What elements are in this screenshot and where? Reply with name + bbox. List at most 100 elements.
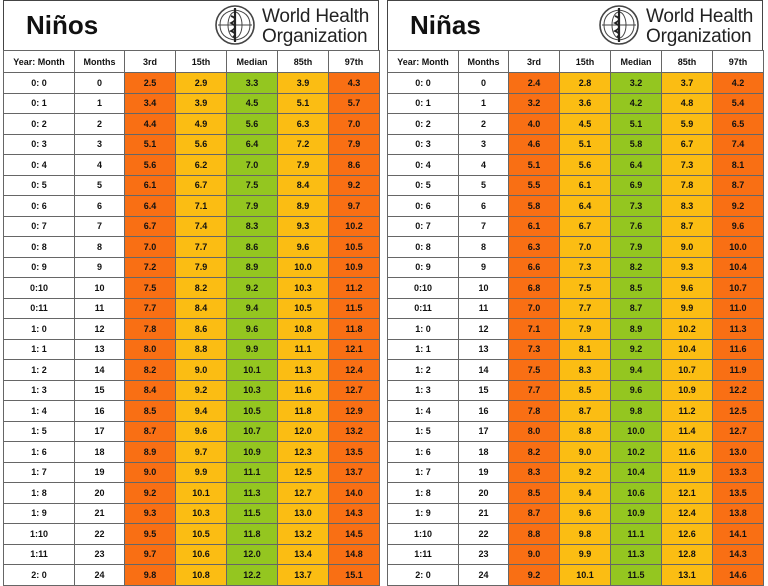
cell-85th: 11.4 bbox=[661, 420, 713, 442]
cell-median: 7.6 bbox=[610, 215, 662, 237]
table-row: 0: 2 2 4.4 4.9 5.6 6.3 7.0 bbox=[3, 113, 380, 135]
cell-months: 17 bbox=[458, 420, 509, 442]
cell-year-month: 0: 6 bbox=[387, 195, 459, 217]
cell-year-month: 0: 9 bbox=[3, 256, 75, 278]
cell-3rd: 7.8 bbox=[124, 318, 176, 340]
table-row: 0: 6 6 5.8 6.4 7.3 8.3 9.2 bbox=[387, 195, 764, 217]
cell-3rd: 5.5 bbox=[508, 174, 560, 196]
cell-months: 10 bbox=[458, 277, 509, 299]
cell-97th: 13.3 bbox=[712, 461, 764, 483]
cell-year-month: 1: 4 bbox=[387, 400, 459, 422]
cell-97th: 13.5 bbox=[712, 482, 764, 504]
cell-months: 5 bbox=[74, 174, 125, 196]
cell-85th: 13.0 bbox=[277, 502, 329, 524]
cell-15th: 10.1 bbox=[175, 482, 227, 504]
cell-median: 10.6 bbox=[610, 482, 662, 504]
cell-97th: 12.2 bbox=[712, 379, 764, 401]
cell-15th: 8.5 bbox=[559, 379, 611, 401]
table-row: 1:11 23 9.0 9.9 11.3 12.8 14.3 bbox=[387, 543, 764, 565]
cell-97th: 11.0 bbox=[712, 297, 764, 319]
cell-median: 5.8 bbox=[610, 133, 662, 155]
cell-year-month: 1: 9 bbox=[387, 502, 459, 524]
girls-title: Niñas bbox=[410, 10, 481, 40]
cell-3rd: 2.5 bbox=[124, 72, 176, 94]
cell-median: 4.5 bbox=[226, 92, 278, 114]
cell-97th: 13.8 bbox=[712, 502, 764, 524]
cell-85th: 9.6 bbox=[661, 277, 713, 299]
cell-15th: 7.9 bbox=[175, 256, 227, 278]
cell-97th: 12.5 bbox=[712, 400, 764, 422]
table-row: 0: 0 0 2.5 2.9 3.3 3.9 4.3 bbox=[3, 72, 380, 94]
cell-3rd: 8.0 bbox=[124, 338, 176, 360]
cell-3rd: 4.6 bbox=[508, 133, 560, 155]
cell-97th: 8.6 bbox=[328, 154, 380, 176]
cell-3rd: 2.4 bbox=[508, 72, 560, 94]
cell-15th: 7.0 bbox=[559, 236, 611, 258]
cell-year-month: 0: 4 bbox=[3, 154, 75, 176]
cell-15th: 10.8 bbox=[175, 564, 227, 586]
cell-85th: 7.3 bbox=[661, 154, 713, 176]
cell-median: 8.9 bbox=[610, 318, 662, 340]
cell-85th: 7.8 bbox=[661, 174, 713, 196]
cell-year-month: 1: 7 bbox=[3, 461, 75, 483]
cell-months: 0 bbox=[74, 72, 125, 94]
cell-85th: 12.4 bbox=[661, 502, 713, 524]
cell-97th: 14.8 bbox=[328, 543, 380, 565]
cell-15th: 2.9 bbox=[175, 72, 227, 94]
cell-months: 9 bbox=[74, 256, 125, 278]
table-row: 1: 6 18 8.2 9.0 10.2 11.6 13.0 bbox=[387, 441, 764, 463]
cell-year-month: 1: 5 bbox=[387, 420, 459, 442]
cell-months: 23 bbox=[458, 543, 509, 565]
cell-year-month: 1: 0 bbox=[387, 318, 459, 340]
cell-15th: 7.9 bbox=[559, 318, 611, 340]
cell-3rd: 8.7 bbox=[508, 502, 560, 524]
cell-15th: 6.1 bbox=[559, 174, 611, 196]
cell-97th: 10.4 bbox=[712, 256, 764, 278]
cell-median: 9.6 bbox=[226, 318, 278, 340]
cell-15th: 5.6 bbox=[559, 154, 611, 176]
cell-year-month: 1: 8 bbox=[3, 482, 75, 504]
cell-15th: 5.1 bbox=[559, 133, 611, 155]
cell-97th: 10.0 bbox=[712, 236, 764, 258]
cell-3rd: 5.8 bbox=[508, 195, 560, 217]
cell-15th: 4.9 bbox=[175, 113, 227, 135]
cell-3rd: 4.4 bbox=[124, 113, 176, 135]
table-row: 1: 9 21 9.3 10.3 11.5 13.0 14.3 bbox=[3, 502, 380, 524]
cell-median: 8.7 bbox=[610, 297, 662, 319]
cell-months: 11 bbox=[458, 297, 509, 319]
table-row: 1: 6 18 8.9 9.7 10.9 12.3 13.5 bbox=[3, 441, 380, 463]
cell-15th: 6.7 bbox=[559, 215, 611, 237]
cell-85th: 10.0 bbox=[277, 256, 329, 278]
table-row: 0: 8 8 7.0 7.7 8.6 9.6 10.5 bbox=[3, 236, 380, 258]
cell-months: 13 bbox=[74, 338, 125, 360]
table-row: 0: 3 3 5.1 5.6 6.4 7.2 7.9 bbox=[3, 133, 380, 155]
table-row: 1:10 22 8.8 9.8 11.1 12.6 14.1 bbox=[387, 523, 764, 545]
cell-85th: 8.9 bbox=[277, 195, 329, 217]
cell-year-month: 0: 3 bbox=[387, 133, 459, 155]
cell-median: 7.9 bbox=[610, 236, 662, 258]
cell-year-month: 0: 9 bbox=[387, 256, 459, 278]
cell-months: 18 bbox=[458, 441, 509, 463]
col-header-97th: 97th bbox=[712, 50, 764, 73]
cell-97th: 14.0 bbox=[328, 482, 380, 504]
cell-85th: 6.3 bbox=[277, 113, 329, 135]
table-row: 0:11 11 7.0 7.7 8.7 9.9 11.0 bbox=[387, 297, 764, 319]
table-row: 1: 3 15 7.7 8.5 9.6 10.9 12.2 bbox=[387, 379, 764, 401]
cell-97th: 15.1 bbox=[328, 564, 380, 586]
cell-months: 22 bbox=[458, 523, 509, 545]
cell-97th: 9.2 bbox=[712, 195, 764, 217]
cell-median: 11.3 bbox=[226, 482, 278, 504]
cell-85th: 12.0 bbox=[277, 420, 329, 442]
col-header-months: Months bbox=[458, 50, 509, 73]
cell-15th: 9.0 bbox=[175, 359, 227, 381]
cell-year-month: 0: 2 bbox=[387, 113, 459, 135]
col-header-median: Median bbox=[610, 50, 662, 73]
cell-97th: 14.3 bbox=[328, 502, 380, 524]
cell-15th: 2.8 bbox=[559, 72, 611, 94]
table-row: 1: 9 21 8.7 9.6 10.9 12.4 13.8 bbox=[387, 502, 764, 524]
table-header-row: Year: Month Months 3rd 15th Median 85th … bbox=[3, 50, 380, 73]
cell-97th: 11.6 bbox=[712, 338, 764, 360]
cell-median: 11.3 bbox=[610, 543, 662, 565]
cell-months: 9 bbox=[458, 256, 509, 278]
who-emblem-icon bbox=[215, 5, 255, 45]
